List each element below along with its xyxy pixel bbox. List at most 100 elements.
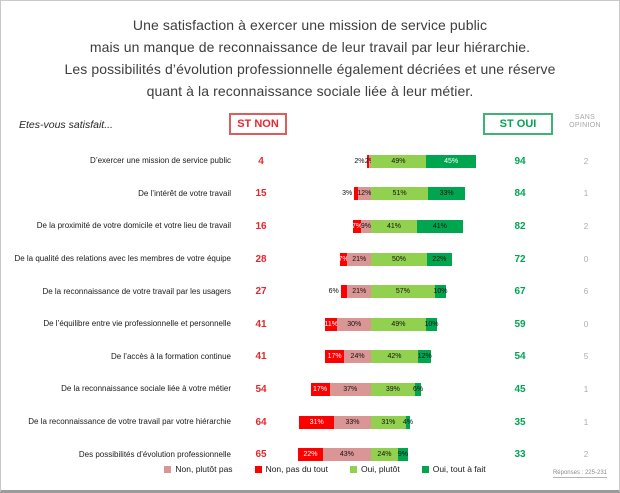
st-oui-value: 84	[514, 188, 526, 200]
segment-non-pas-du-tout	[354, 187, 358, 201]
segment-oui-tout-a-fait: 22%	[427, 252, 452, 266]
chart-legend: Non, plutôt pas Non, pas du tout Oui, plut…	[1, 464, 619, 474]
segment-oui-plutot: 39%	[371, 382, 415, 396]
segment-non-plutot-pas: 37%	[329, 382, 371, 396]
st-non-value: 16	[255, 220, 267, 232]
legend-swatch-icon	[349, 465, 357, 473]
segment-label-outside: 3%	[342, 190, 353, 198]
row-question-label: De la reconnaissance de votre travail pa…	[42, 286, 231, 296]
table-row: De la reconnaissance de votre travail pa…	[1, 406, 619, 439]
legend-swatch-icon	[421, 465, 429, 473]
st-oui-value: 72	[514, 253, 526, 265]
legend-item: Oui, tout à fait	[421, 464, 486, 474]
table-row: De la proximité de votre domicile et vot…	[1, 210, 619, 243]
segment-non-pas-du-tout: 31%	[299, 415, 335, 429]
table-row: De la reconnaissance de votre travail pa…	[1, 275, 619, 308]
st-oui-value: 45	[514, 383, 526, 395]
segment-label-outside: 2%	[354, 157, 365, 165]
stacked-bar: 6% 21% 57% 10%	[291, 285, 483, 299]
segment-non-plutot-pas: 12%	[357, 187, 371, 201]
table-row: De la reconnaissance sociale liée à votr…	[1, 373, 619, 406]
st-oui-value: 94	[514, 155, 526, 167]
st-non-value: 54	[255, 383, 267, 395]
segment-oui-plutot: 49%	[371, 317, 426, 331]
segment-oui-tout-a-fait: 33%	[428, 187, 466, 201]
legend-item: Non, plutôt pas	[164, 464, 233, 474]
st-non-value: 28	[255, 253, 267, 265]
st-oui-value: 54	[514, 351, 526, 363]
table-row: De l’équilibre entre vie professionnelle…	[1, 308, 619, 341]
row-question-label: De l’équilibre entre vie professionnelle…	[43, 319, 231, 329]
sans-opinion-value: 0	[583, 254, 589, 264]
segment-non-pas-du-tout: 22%	[298, 448, 323, 462]
segment-oui-plutot: 51%	[371, 187, 429, 201]
st-oui-value: 82	[514, 220, 526, 232]
segment-non-plutot-pas: 2%	[365, 154, 375, 168]
legend-swatch-icon	[254, 465, 262, 473]
st-non-value: 41	[255, 318, 267, 330]
segment-oui-tout-a-fait: 10%	[424, 317, 438, 331]
segment-oui-tout-a-fait: 45%	[425, 154, 477, 168]
segment-oui-plutot: 49%	[371, 154, 426, 168]
segment-label-outside: 6%	[328, 288, 339, 296]
st-oui-value: 35	[514, 416, 526, 428]
segment-oui-plutot: 41%	[371, 219, 417, 233]
survey-table: Etes-vous satisfait... ST NON ST OUI SAN…	[1, 111, 619, 471]
sans-opinion-header: SANS OPINION	[569, 114, 601, 129]
segment-oui-plutot: 57%	[371, 285, 435, 299]
sans-opinion-value: 1	[583, 189, 589, 199]
segment-non-pas-du-tout	[366, 154, 369, 168]
st-non-value: 64	[255, 416, 267, 428]
legend-swatch-icon	[164, 465, 172, 473]
segment-non-pas-du-tout: 17%	[325, 350, 345, 364]
sans-opinion-value: 1	[583, 417, 589, 427]
stacked-bar: 11% 30% 49% 10%	[291, 317, 483, 331]
table-row: De l’intérêt de votre travail 15 3% 12% 51% 3…	[1, 178, 619, 211]
segment-non-plutot-pas: 21%	[347, 252, 371, 266]
st-non-value: 4	[258, 155, 264, 167]
segment-non-pas-du-tout: 17%	[310, 382, 330, 396]
legend-label: Non, plutôt pas	[175, 464, 233, 474]
legend-item: Non, pas du tout	[254, 464, 328, 474]
sans-opinion-value: 2	[583, 221, 589, 231]
segment-oui-plutot: 42%	[371, 350, 419, 364]
stacked-bar: 17% 37% 39% 6%	[291, 382, 483, 396]
stacked-bar: 22% 43% 24% 9%	[291, 448, 483, 462]
segment-oui-tout-a-fait: 41%	[416, 219, 463, 233]
segment-oui-tout-a-fait: 12%	[418, 350, 432, 364]
stacked-bar: 3% 12% 51% 33%	[291, 187, 483, 201]
segment-oui-tout-a-fait: 10%	[433, 285, 447, 299]
sans-opinion-value: 2	[583, 156, 589, 166]
row-question-label: De l’accès à la formation continue	[110, 351, 231, 361]
sans-opinion-value: 2	[583, 450, 589, 460]
legend-item: Oui, plutôt	[349, 464, 400, 474]
sans-opinion-value: 5	[583, 352, 589, 362]
legend-label: Oui, plutôt	[360, 464, 400, 474]
segment-non-plutot-pas: 24%	[344, 350, 371, 364]
segment-non-plutot-pas: 33%	[334, 415, 371, 429]
row-question-label: De la qualité des relations avec les mem…	[14, 254, 231, 264]
stacked-bar: 31% 33% 31% 4%	[291, 415, 483, 429]
sans-opinion-value: 0	[583, 319, 589, 329]
segment-oui-plutot: 24%	[371, 448, 398, 462]
segment-oui-plutot: 50%	[371, 252, 427, 266]
st-oui-value: 59	[514, 318, 526, 330]
question-column-header: Etes-vous satisfait...	[19, 119, 113, 131]
table-row: De l’accès à la formation continue 41 17% 2…	[1, 341, 619, 374]
segment-non-pas-du-tout: 11%	[325, 317, 338, 331]
st-oui-header-badge: ST OUI	[483, 113, 553, 135]
stacked-bar: 2% 2% 49% 45%	[291, 154, 483, 168]
table-row: Des possibilités d’évolution professionn…	[1, 438, 619, 471]
st-non-header-badge: ST NON	[229, 113, 287, 135]
sans-opinion-value: 1	[583, 384, 589, 394]
row-question-label: D’exercer une mission de service public	[90, 156, 231, 166]
segment-oui-tout-a-fait: 4%	[403, 415, 413, 429]
segment-oui-tout-a-fait: 6%	[413, 382, 423, 396]
row-question-label: De la reconnaissance de votre travail pa…	[28, 417, 231, 427]
table-row: De la qualité des relations avec les mem…	[1, 243, 619, 276]
st-oui-value: 67	[514, 286, 526, 298]
segment-non-plutot-pas: 30%	[337, 317, 371, 331]
segment-non-pas-du-tout: 7%	[352, 219, 362, 233]
stacked-bar: 7% 9% 41% 41%	[291, 219, 483, 233]
